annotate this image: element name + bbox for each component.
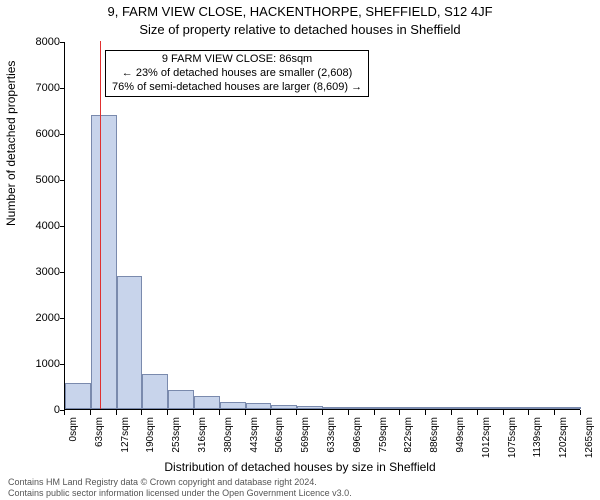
x-tick [374,410,375,415]
y-tick-label: 2000 [25,312,60,324]
y-tick [60,364,65,365]
annotation-box: 9 FARM VIEW CLOSE: 86sqm ← 23% of detach… [105,50,369,97]
histogram-bar [271,405,297,409]
histogram-bar [117,276,143,409]
x-tick-label: 949sqm [455,417,466,477]
y-tick-label: 3000 [25,266,60,278]
y-tick [60,272,65,273]
x-tick [580,410,581,415]
histogram-bar [297,406,323,409]
x-tick-label: 569sqm [300,417,311,477]
histogram-bar [426,407,452,409]
histogram-bar [323,407,349,409]
x-tick [425,410,426,415]
y-axis-label: Number of detached properties [4,61,18,226]
x-tick [322,410,323,415]
x-tick [477,410,478,415]
x-tick [270,410,271,415]
x-tick [528,410,529,415]
histogram-bar [168,390,194,409]
histogram-bar [452,407,478,409]
footer-text: Contains HM Land Registry data © Crown c… [8,477,352,498]
y-tick-label: 4000 [25,220,60,232]
x-tick [503,410,504,415]
y-tick-label: 5000 [25,174,60,186]
y-tick-label: 1000 [25,358,60,370]
x-tick [90,410,91,415]
chart-root: 9, FARM VIEW CLOSE, HACKENTHORPE, SHEFFI… [0,0,600,500]
histogram-bar [142,374,168,409]
x-tick [245,410,246,415]
y-tick [60,226,65,227]
x-tick [64,410,65,415]
x-tick [451,410,452,415]
y-tick-label: 0 [25,404,60,416]
x-tick-label: 822sqm [403,417,414,477]
x-tick [193,410,194,415]
histogram-bar [478,407,504,409]
footer-line1: Contains HM Land Registry data © Crown c… [8,477,352,487]
footer-line2: Contains public sector information licen… [8,488,352,498]
y-tick [60,88,65,89]
x-tick [116,410,117,415]
x-tick-label: 443sqm [249,417,260,477]
x-tick-label: 506sqm [274,417,285,477]
histogram-bar [400,407,426,409]
histogram-bar [220,402,246,409]
property-marker-line [100,41,101,409]
x-tick [348,410,349,415]
x-tick-label: 1265sqm [584,417,595,477]
x-tick-label: 633sqm [326,417,337,477]
x-tick-label: 380sqm [223,417,234,477]
histogram-bar [529,407,555,409]
y-tick [60,134,65,135]
x-tick-label: 1012sqm [481,417,492,477]
y-tick-label: 8000 [25,36,60,48]
y-tick [60,318,65,319]
x-tick-label: 1075sqm [507,417,518,477]
x-tick-label: 886sqm [429,417,440,477]
chart-title-main: 9, FARM VIEW CLOSE, HACKENTHORPE, SHEFFI… [0,4,600,19]
x-tick-label: 1202sqm [558,417,569,477]
x-tick [167,410,168,415]
x-tick [141,410,142,415]
histogram-bar [91,115,117,409]
y-tick [60,42,65,43]
annotation-line2: ← 23% of detached houses are smaller (2,… [112,67,362,81]
x-tick-label: 316sqm [197,417,208,477]
x-tick-label: 1139sqm [532,417,543,477]
histogram-bar [555,407,581,409]
histogram-bar [246,403,272,409]
x-tick-label: 190sqm [145,417,156,477]
annotation-line1: 9 FARM VIEW CLOSE: 86sqm [112,53,362,67]
chart-title-sub: Size of property relative to detached ho… [0,22,600,37]
histogram-bar [349,407,375,409]
x-tick [399,410,400,415]
x-tick-label: 127sqm [120,417,131,477]
x-tick-label: 759sqm [378,417,389,477]
y-tick-label: 7000 [25,82,60,94]
y-tick-label: 6000 [25,128,60,140]
x-tick-label: 253sqm [171,417,182,477]
histogram-bar [65,383,91,409]
x-tick [296,410,297,415]
y-tick [60,180,65,181]
histogram-bar [504,407,530,409]
x-tick-label: 0sqm [68,417,79,477]
x-tick-label: 63sqm [94,417,105,477]
histogram-bar [375,407,401,409]
x-tick [554,410,555,415]
x-tick-label: 696sqm [352,417,363,477]
annotation-line3: 76% of semi-detached houses are larger (… [112,81,362,95]
histogram-bar [194,396,220,409]
x-tick [219,410,220,415]
